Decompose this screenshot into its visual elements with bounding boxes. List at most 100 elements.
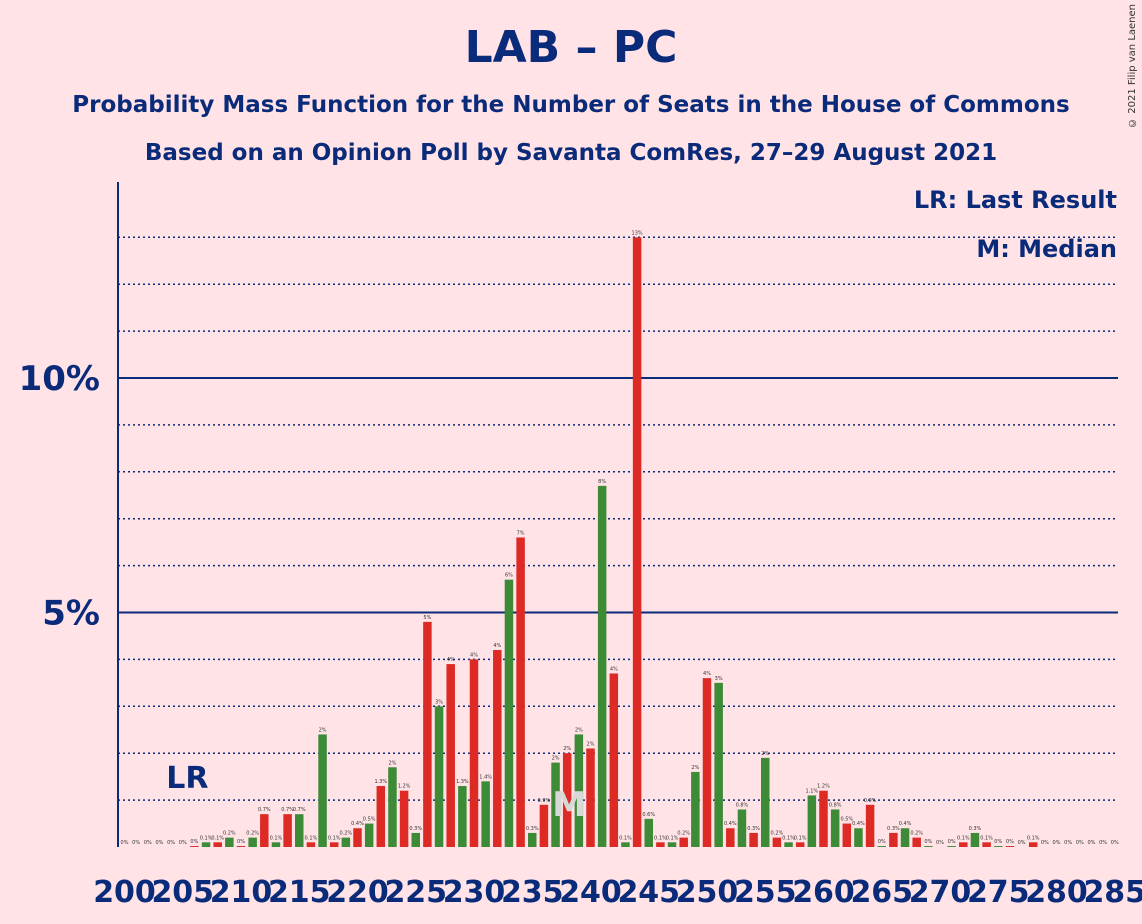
x-tick-label: 205 (151, 875, 214, 910)
x-tick-label: 245 (617, 875, 680, 910)
x-tick-label: 230 (443, 875, 506, 910)
bar-value-label: 7% (517, 530, 525, 536)
bar-value-label: 0.1% (980, 835, 993, 841)
bar-value-label: 0% (1053, 840, 1061, 846)
bar-seat-249 (691, 771, 700, 847)
bar-seat-236 (539, 804, 549, 847)
bar-value-label: 1.2% (817, 784, 830, 790)
bar-value-label: 0.1% (328, 835, 341, 841)
chart-source: Based on an Opinion Poll by Savanta ComR… (144, 140, 998, 166)
bar-value-label: 2% (552, 756, 560, 762)
bar-value-label: 0.1% (619, 835, 632, 841)
bar-value-label: 0% (237, 839, 245, 845)
bar-seat-267 (900, 828, 910, 847)
x-tick-label: 210 (210, 875, 273, 910)
x-tick-label: 265 (850, 875, 913, 910)
bar-seat-209 (225, 837, 234, 847)
bar-value-label: 0% (948, 839, 956, 845)
bar-seat-231 (481, 781, 490, 847)
bar-value-label: 8% (598, 479, 606, 485)
x-tick-label: 255 (734, 875, 797, 910)
bar-seat-220 (353, 828, 362, 847)
bar-seat-274 (982, 842, 991, 847)
bar-value-label: 0.2% (223, 831, 236, 837)
bar-seat-245 (644, 818, 653, 847)
bar-seat-229 (458, 786, 467, 847)
bar-value-label: 0% (121, 840, 129, 846)
bar-value-label: 2% (691, 765, 699, 771)
bar-value-label: 2% (587, 742, 595, 748)
bar-value-label: 0% (167, 840, 175, 846)
legend-last-result: LR: Last Result (914, 186, 1117, 214)
bar-seat-269 (924, 846, 933, 847)
bar-seat-276 (1005, 846, 1015, 847)
bar-seat-237 (551, 762, 560, 847)
bar-seat-225 (411, 832, 420, 847)
bar-value-label: 0% (1111, 840, 1119, 846)
bar-value-label: 0.1% (666, 835, 679, 841)
bar-seat-228 (446, 664, 455, 847)
chart-title: LAB – PC (464, 22, 678, 73)
bar-value-label: 0.1% (957, 835, 970, 841)
bar-value-label: 0% (924, 839, 932, 845)
bar-value-label: 0% (132, 840, 140, 846)
bar-value-label: 0.1% (305, 835, 318, 841)
bar-seat-273 (970, 832, 980, 847)
bars (190, 237, 1038, 848)
bar-seat-257 (784, 842, 793, 847)
bar-value-label: 4% (493, 643, 501, 649)
bar-seat-248 (679, 837, 688, 847)
bar-value-label: 0.6% (642, 812, 655, 818)
bar-value-label: 0.1% (211, 835, 224, 841)
x-tick-label: 220 (326, 875, 389, 910)
bar-seat-243 (621, 842, 630, 847)
legend-median: M: Median (976, 235, 1117, 263)
bar-value-label: 6% (505, 573, 513, 579)
bar-value-label: 5% (423, 615, 431, 621)
bar-seat-251 (714, 682, 723, 847)
bar-value-label: 0% (179, 840, 187, 846)
bar-value-label: 0% (1064, 840, 1072, 846)
bar-value-label: 0.1% (794, 835, 807, 841)
x-tick-label: 270 (909, 875, 972, 910)
bar-value-label: 0.8% (829, 802, 842, 808)
bar-seat-259 (807, 795, 817, 847)
bar-value-label: 0.1% (200, 835, 213, 841)
bar-value-label: 1.4% (479, 774, 492, 780)
bar-seat-218 (329, 842, 339, 847)
bar-seat-222 (376, 786, 386, 847)
x-tick-label: 215 (268, 875, 331, 910)
bar-seat-210 (236, 846, 246, 847)
bar-value-label: 0.1% (270, 835, 283, 841)
bar-seat-230 (469, 659, 479, 847)
bar-value-label: 0.3% (409, 826, 422, 832)
bar-value-label: 0.2% (339, 831, 352, 837)
bar-seat-247 (667, 842, 677, 847)
bar-value-label: 4% (703, 671, 711, 677)
bar-seat-253 (737, 809, 747, 847)
bar-seat-278 (1028, 842, 1038, 847)
bar-value-label: 4% (470, 652, 478, 658)
bar-value-label: 0.4% (724, 821, 737, 827)
x-tick-label: 280 (1025, 875, 1088, 910)
bar-value-label: 3% (715, 676, 723, 682)
bar-seat-271 (947, 846, 956, 847)
bar-seat-250 (702, 678, 712, 847)
bar-value-label: 0.3% (747, 826, 760, 832)
bar-seat-256 (772, 837, 782, 847)
bar-value-label: 0.1% (1027, 835, 1040, 841)
y-tick-label: 10% (19, 359, 100, 399)
x-tick-label: 275 (967, 875, 1030, 910)
bar-value-label: 0% (1076, 840, 1084, 846)
bar-value-label: 2% (563, 746, 571, 752)
bar-seat-261 (830, 809, 840, 847)
bar-seat-232 (493, 650, 502, 847)
bar-seat-262 (842, 823, 852, 847)
bar-seat-234 (516, 537, 525, 847)
bar-seat-217 (318, 734, 327, 847)
bar-value-label: 0% (155, 840, 163, 846)
bar-value-label: 0% (1087, 840, 1095, 846)
bar-seat-241 (597, 485, 607, 847)
bar-seat-227 (434, 706, 444, 847)
